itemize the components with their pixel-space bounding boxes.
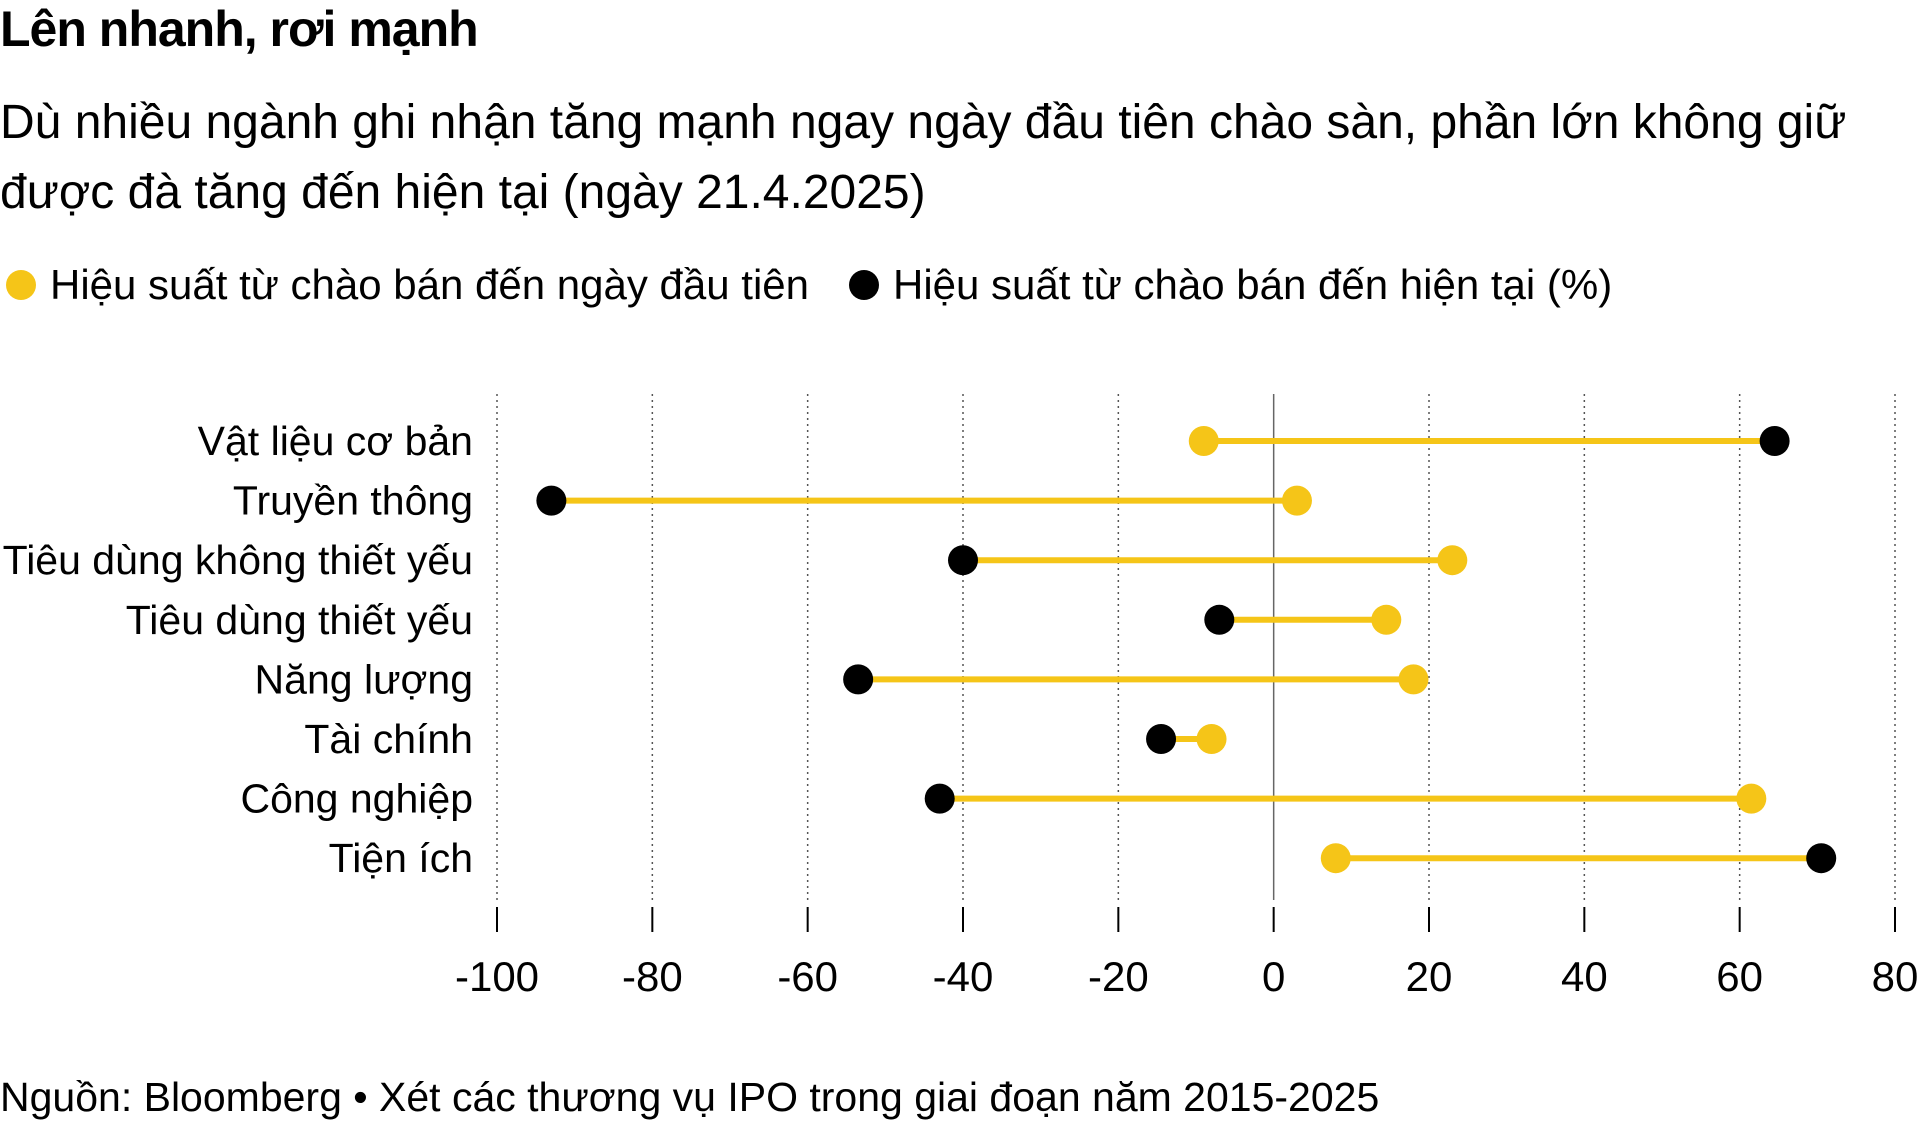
category-label: Tiêu dùng thiết yếu bbox=[126, 597, 473, 643]
legend: Hiệu suất từ chào bán đến ngày đầu tiên … bbox=[0, 255, 1646, 315]
x-tick-label: -40 bbox=[933, 953, 994, 1000]
point-first-day bbox=[1320, 843, 1351, 874]
point-to-date bbox=[536, 485, 567, 516]
category-label: Tài chính bbox=[304, 716, 473, 762]
category-label: Công nghiệp bbox=[240, 776, 473, 822]
point-first-day bbox=[1196, 724, 1227, 754]
point-first-day bbox=[1281, 485, 1312, 516]
category-label: Năng lượng bbox=[255, 656, 473, 702]
x-tick-label: 60 bbox=[1716, 953, 1763, 1000]
legend-label-to-date: Hiệu suất từ chào bán đến hiện tại (%) bbox=[893, 261, 1613, 308]
x-tick-label: -60 bbox=[777, 953, 838, 1000]
category-label: Vật liệu cơ bản bbox=[198, 418, 473, 464]
point-first-day bbox=[1371, 604, 1402, 635]
legend-label-first-day: Hiệu suất từ chào bán đến ngày đầu tiên bbox=[50, 261, 809, 308]
x-tick-label: 80 bbox=[1872, 953, 1919, 1000]
legend-marker-to-date bbox=[849, 270, 879, 300]
x-tick-label: 0 bbox=[1262, 953, 1285, 1000]
x-tick-label: -100 bbox=[455, 953, 539, 1000]
x-tick-label: -80 bbox=[622, 953, 683, 1000]
legend-item-to-date: Hiệu suất từ chào bán đến hiện tại (%) bbox=[843, 261, 1612, 309]
x-tick-label: -20 bbox=[1088, 953, 1149, 1000]
x-tick-label: 20 bbox=[1406, 953, 1453, 1000]
point-to-date bbox=[924, 783, 955, 814]
point-first-day bbox=[1188, 426, 1219, 456]
point-first-day bbox=[1437, 545, 1468, 576]
category-label: Tiêu dùng không thiết yếu bbox=[3, 537, 473, 583]
chart-subtitle: Dù nhiều ngành ghi nhận tăng mạnh ngay n… bbox=[0, 96, 1847, 219]
category-label: Tiện ích bbox=[329, 835, 473, 881]
point-first-day bbox=[1398, 664, 1429, 695]
legend-marker-first-day bbox=[6, 270, 36, 300]
chart-title: Lên nhanh, rơi mạnh bbox=[0, 1, 479, 57]
point-to-date bbox=[1204, 604, 1235, 635]
point-to-date bbox=[843, 664, 874, 695]
point-to-date bbox=[1759, 426, 1790, 456]
point-first-day bbox=[1736, 783, 1767, 814]
point-to-date bbox=[1146, 724, 1177, 754]
point-to-date bbox=[948, 545, 978, 576]
source-note: Nguồn: Bloomberg • Xét các thương vụ IPO… bbox=[0, 1074, 1380, 1120]
point-to-date bbox=[1806, 843, 1837, 874]
x-tick-label: 40 bbox=[1561, 953, 1608, 1000]
category-label: Truyền thông bbox=[233, 478, 473, 524]
legend-item-first-day: Hiệu suất từ chào bán đến ngày đầu tiên bbox=[0, 261, 809, 309]
